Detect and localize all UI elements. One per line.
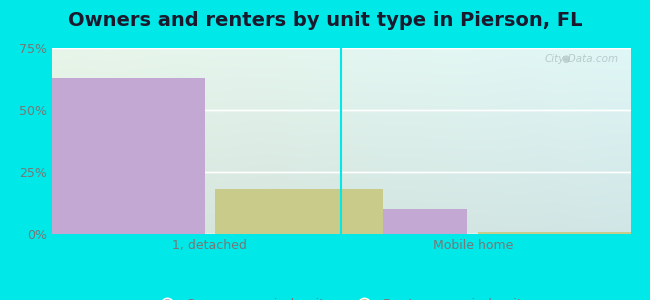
- Text: Owners and renters by unit type in Pierson, FL: Owners and renters by unit type in Piers…: [68, 11, 582, 29]
- Legend: Owner occupied units, Renter occupied units: Owner occupied units, Renter occupied un…: [149, 293, 534, 300]
- Bar: [36, 78, 205, 234]
- Text: City-Data.com: City-Data.com: [545, 54, 619, 64]
- Text: ●: ●: [561, 54, 570, 64]
- Bar: [299, 209, 467, 234]
- Bar: [478, 232, 646, 234]
- Bar: [215, 189, 384, 234]
